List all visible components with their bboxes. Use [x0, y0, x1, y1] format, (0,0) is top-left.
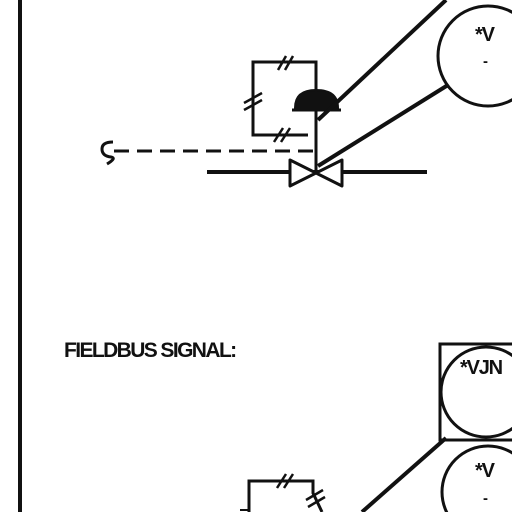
- fieldbus-signal-heading: FIELDBUS SIGNAL:: [64, 339, 236, 362]
- leader-line-bottom-1: [360, 436, 448, 512]
- instrument-bubble-bottom: *V -: [440, 444, 512, 512]
- control-valve-symbol-bottom: [240, 473, 326, 512]
- control-valve-symbol-top: [100, 0, 450, 188]
- instrument-sub-bottom: -: [483, 490, 488, 507]
- leader-line-top-1: [316, 0, 448, 122]
- instrument-bubble-top: *V -: [436, 4, 512, 108]
- valve-body: [288, 158, 344, 188]
- pneumatic-loop-line-bottom: [247, 479, 324, 512]
- instrument-tag-bottom: *V: [475, 460, 496, 482]
- instrument-sub-top: -: [483, 53, 488, 70]
- pneumatic-hash-marks: [243, 55, 295, 143]
- leader-line-top-2: [316, 83, 450, 168]
- instrument-boxed: *VJN: [438, 342, 512, 442]
- instrument-tag-top: *V: [475, 24, 496, 46]
- instrument-tag-boxed: *VJN: [460, 357, 503, 379]
- signal-curl: [100, 140, 115, 166]
- pneumatic-hash-marks-bottom: [275, 473, 326, 509]
